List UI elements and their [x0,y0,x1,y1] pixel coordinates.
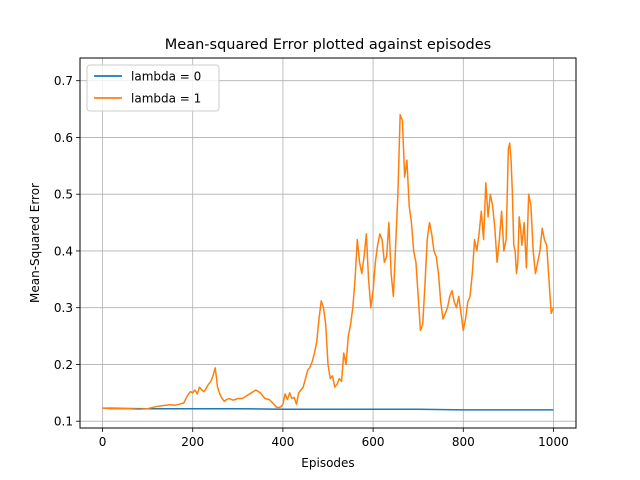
x-tick-label: 0 [99,435,107,449]
series-group [102,114,555,411]
y-tick-label: 0.2 [54,358,73,372]
y-axis-ticks: 0.1 0.2 0.3 0.4 0.5 0.6 0.7 [54,74,80,429]
y-tick-label: 0.1 [54,415,73,429]
legend-label-lambda-1: lambda = 1 [131,92,201,106]
x-axis-ticks: 0 200 400 600 800 1000 [99,428,569,449]
x-tick-label: 200 [181,435,204,449]
legend: lambda = 0 lambda = 1 [86,64,220,112]
x-tick-label: 800 [452,435,475,449]
chart-title: Mean-squared Error plotted against episo… [165,37,491,53]
series-line-lambda-1 [102,114,555,411]
x-tick-label: 1000 [538,435,569,449]
y-tick-label: 0.7 [54,74,73,88]
x-axis-label: Episodes [301,456,354,470]
series-line-lambda-0 [102,407,554,411]
y-tick-label: 0.3 [54,301,73,315]
legend-label-lambda-0: lambda = 0 [131,70,201,84]
y-tick-label: 0.4 [54,244,73,258]
grid [80,58,576,428]
plot-frame [79,57,577,429]
y-tick-label: 0.6 [54,131,73,145]
x-tick-label: 600 [362,435,385,449]
y-tick-label: 0.5 [54,188,73,202]
x-tick-label: 400 [271,435,294,449]
y-axis-label: Mean-Squared Error [28,183,42,303]
